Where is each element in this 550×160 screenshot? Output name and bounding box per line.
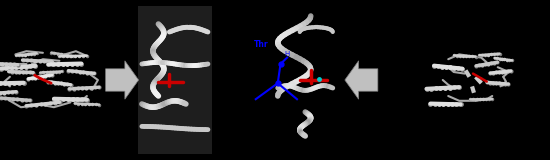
Polygon shape (106, 61, 139, 99)
Bar (268, 6, 343, 154)
Bar (138, 6, 212, 154)
Polygon shape (345, 61, 378, 99)
Text: Thr: Thr (254, 40, 268, 49)
Text: H: H (284, 51, 290, 57)
